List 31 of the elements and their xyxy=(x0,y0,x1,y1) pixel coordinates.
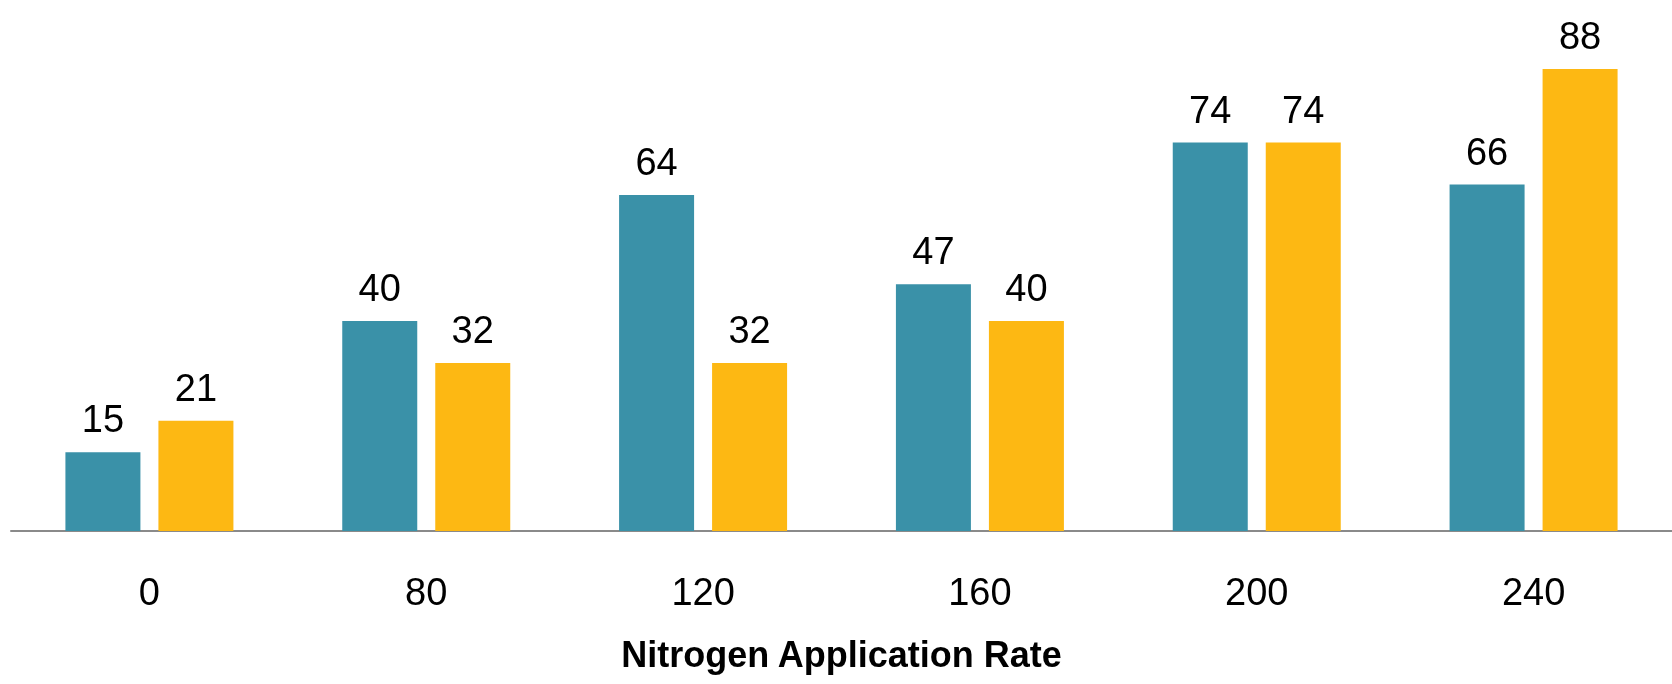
data-label: 40 xyxy=(358,267,401,309)
data-label: 15 xyxy=(81,398,125,441)
bar xyxy=(895,284,971,531)
data-label: 64 xyxy=(635,141,678,183)
x-tick-label: 160 xyxy=(948,571,1012,613)
data-label: 74 xyxy=(1282,88,1325,131)
bar xyxy=(1172,142,1248,531)
bar xyxy=(65,452,141,531)
data-label: 66 xyxy=(1465,130,1509,173)
data-label: 40 xyxy=(1005,267,1048,309)
bar xyxy=(712,363,788,531)
x-tick-label: 200 xyxy=(1225,571,1289,613)
bar xyxy=(988,321,1064,531)
bar xyxy=(342,321,418,531)
x-tick-label: 120 xyxy=(671,571,735,613)
data-label: 32 xyxy=(728,309,771,351)
data-label: 47 xyxy=(912,230,955,273)
data-label: 21 xyxy=(174,366,218,409)
bar xyxy=(619,195,695,531)
x-tick-label: 80 xyxy=(405,571,448,613)
bar xyxy=(1449,184,1525,531)
bar xyxy=(158,420,234,531)
data-label: 74 xyxy=(1189,88,1232,131)
data-label: 32 xyxy=(451,309,494,351)
bar xyxy=(1265,142,1341,531)
x-tick-label: 240 xyxy=(1501,571,1566,613)
data-label: 88 xyxy=(1558,15,1602,57)
bar xyxy=(1542,69,1618,531)
x-tick-label: 0 xyxy=(138,571,160,613)
bar xyxy=(435,363,511,531)
x-axis-title: Nitrogen Application Rate xyxy=(621,633,1062,675)
